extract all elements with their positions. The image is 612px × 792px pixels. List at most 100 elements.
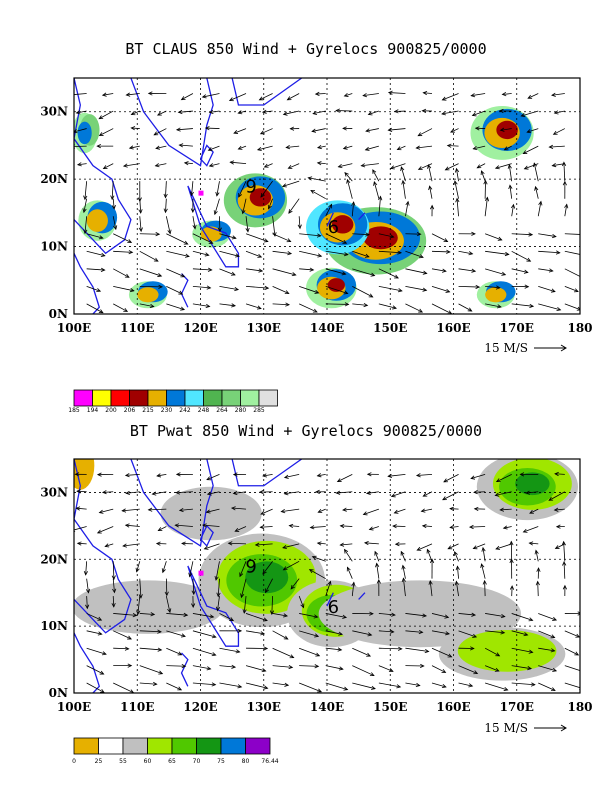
wind-arrow	[431, 268, 446, 272]
wind-arrowhead	[215, 191, 220, 197]
wind-arrowhead	[499, 127, 505, 132]
wind-arrowhead	[339, 542, 345, 547]
wind-arrow	[343, 145, 353, 150]
wind-arrowhead	[367, 632, 373, 637]
colorbar-label: 76.44	[261, 758, 278, 765]
wind-arrow	[429, 580, 433, 597]
wind-arrowhead	[337, 647, 343, 652]
wind-arrow	[299, 303, 318, 313]
wind-arrowhead	[575, 633, 580, 638]
wind-arrow	[511, 250, 531, 262]
wind-arrow	[166, 303, 185, 311]
wind-arrow	[485, 303, 502, 308]
wind-arrowhead	[127, 663, 133, 668]
wind-arrowhead	[346, 178, 351, 184]
wind-arrow	[192, 303, 210, 307]
wind-arrowhead	[122, 163, 128, 168]
field-contour	[363, 226, 398, 250]
wind-arrowhead	[309, 525, 315, 530]
wind-arrow	[563, 162, 566, 182]
wind-arrow	[502, 93, 512, 95]
wind-arrowhead	[206, 476, 212, 481]
wind-arrowhead	[499, 507, 505, 512]
wind-arrowhead	[577, 611, 580, 616]
wind-arrow	[219, 613, 234, 621]
wind-arrow	[405, 250, 424, 258]
wind-arrowhead	[158, 284, 164, 289]
wind-arrow	[139, 303, 154, 307]
wind-arrowhead	[551, 163, 557, 168]
x-tick-label: 110E	[120, 321, 154, 335]
x-tick-label: 170E	[500, 700, 534, 714]
wind-arrow	[299, 630, 319, 637]
wind-arrow	[473, 543, 486, 549]
wind-arrowhead	[552, 616, 558, 621]
wind-arrowhead	[96, 288, 102, 293]
wind-arrow	[260, 508, 273, 515]
wind-arrow	[202, 524, 220, 527]
wind-arrow	[397, 145, 406, 150]
wind-arrow	[260, 128, 273, 135]
wind-arrow	[113, 613, 137, 616]
wind-arrowhead	[387, 473, 393, 479]
x-tick-label: 180	[567, 321, 592, 335]
wind-arrow	[378, 233, 394, 238]
wind-arrowhead	[74, 129, 78, 134]
wind-arrowhead	[300, 603, 305, 609]
wind-arrowhead	[343, 252, 349, 257]
wind-arrowhead	[82, 208, 87, 214]
wind-arrow	[325, 647, 342, 651]
x-tick-label: 160E	[436, 321, 470, 335]
wind-arrow	[136, 561, 141, 572]
wind-arrow	[484, 197, 488, 217]
wind-arrow	[429, 186, 433, 199]
wind-arrowhead	[495, 545, 501, 550]
wind-arrow	[352, 665, 375, 676]
wind-arrowhead	[308, 569, 314, 574]
wind-arrowhead	[363, 540, 369, 546]
wind-arrow	[148, 508, 167, 511]
wind-arrow	[288, 163, 300, 169]
wind-arrowhead	[393, 509, 399, 514]
wind-arrow	[405, 268, 427, 274]
wind-arrowhead	[260, 192, 265, 198]
wind-arrowhead	[284, 290, 290, 295]
wind-arrow	[299, 682, 322, 693]
wind-arrowhead	[500, 630, 506, 635]
wind-arrowhead	[265, 588, 269, 594]
y-tick-label: 10N	[40, 619, 68, 633]
wind-arrowhead	[421, 523, 427, 529]
wind-arrow	[272, 285, 289, 294]
wind-arrow	[284, 473, 300, 478]
wind-arrowhead	[213, 210, 218, 216]
wind-arrowhead	[76, 541, 82, 546]
wind-arrow	[152, 491, 167, 495]
wind-arrowhead	[418, 629, 424, 635]
wind-arrow	[139, 665, 163, 675]
wind-arrowhead	[208, 109, 214, 114]
wind-arrow	[347, 179, 353, 199]
wind-arrowhead	[523, 632, 529, 637]
coastline	[358, 592, 366, 600]
wind-arrow	[208, 145, 220, 151]
wind-arrow	[255, 543, 273, 546]
wind-arrowhead	[495, 285, 501, 290]
wind-arrowhead	[534, 549, 539, 555]
wind-arrowhead	[178, 290, 184, 295]
wind-arrowhead	[441, 268, 447, 273]
wind-arrowhead	[360, 163, 366, 168]
field-contour	[86, 209, 108, 232]
wind-arrow	[511, 613, 533, 621]
wind-arrowhead	[472, 545, 478, 550]
wind-arrow	[283, 560, 300, 571]
wind-arrow	[458, 613, 476, 616]
wind-arrowhead	[269, 610, 275, 616]
wind-arrow	[447, 543, 459, 550]
wind-arrowhead	[154, 163, 160, 168]
wind-arrow	[102, 491, 114, 493]
wind-arrow	[139, 268, 162, 277]
wind-arrow	[428, 164, 433, 182]
wind-arrow	[290, 578, 300, 590]
wind-arrow	[538, 613, 557, 621]
wind-arrowhead	[135, 567, 140, 573]
